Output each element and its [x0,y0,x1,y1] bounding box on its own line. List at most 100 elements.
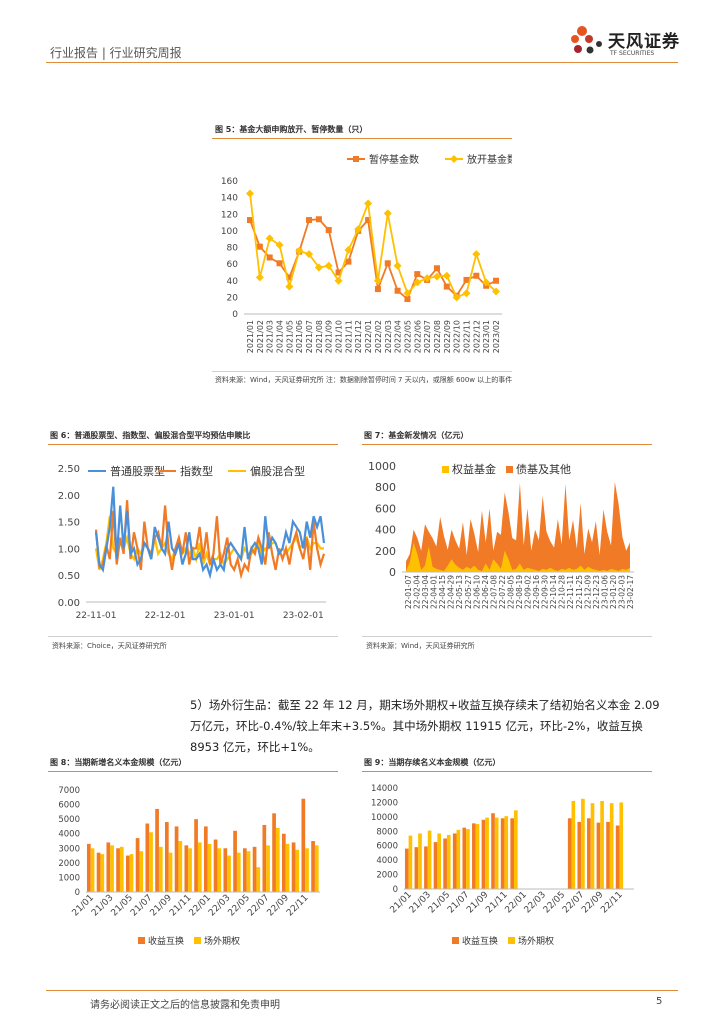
bar-otc-option [178,841,183,892]
x-tick-label: 23-01-06 [600,575,609,609]
point-open [324,261,333,270]
x-tick-label: 2022/11 [462,320,471,353]
bar-return-swap [272,813,276,892]
point-open [393,261,402,270]
x-tick-label: 2021/05 [285,320,294,353]
bar-otc-option [418,833,422,889]
point-paused [325,227,332,234]
page-number: 5 [656,996,663,1007]
bar-otc-option [408,835,413,889]
point-open [364,199,373,208]
x-tick-label: 2022/10 [453,320,462,353]
point-paused [276,260,283,267]
x-tick-label: 22-04-29 [447,575,456,609]
point-open [383,209,392,218]
bar-return-swap [404,848,409,889]
x-tick-label: 2022/07 [423,320,432,353]
brand-name: 天风证券 [608,32,680,52]
bar-return-swap [491,813,495,889]
fig8-title: 图 8：当期新增名义本金规模（亿元） [50,758,187,767]
bar-otc-option [207,843,212,892]
point-open [314,263,323,272]
bar-return-swap [145,823,150,892]
point-paused [256,243,263,250]
fig8-title-rule [48,771,338,772]
bar-return-swap [233,830,237,892]
bar-otc-option [295,849,300,892]
bar-otc-option [285,843,290,892]
point-paused [247,217,253,224]
point-open [285,282,294,291]
legend-label: 偏股混合型 [250,464,305,478]
point-open [295,246,304,255]
y-tick-label: 200 [375,545,396,558]
x-tick-label: 2021/09 [325,320,334,353]
point-paused [286,274,293,281]
point-open [472,250,481,259]
bar-return-swap [96,852,101,892]
point-paused [335,269,342,276]
bar-otc-option [571,800,576,889]
bar-otc-option [266,845,270,892]
point-paused [384,260,391,267]
bar-otc-option [158,846,163,892]
brand-subtitle: TF SECURITIES [610,50,655,57]
bar-return-swap [116,848,120,892]
legend-marker [353,156,359,162]
bar-otc-option [139,851,144,892]
bar-otc-option [119,846,124,892]
x-tick-label: 2022/03 [384,320,393,353]
fig9-title-rule [362,771,652,772]
tf-securities-logo [571,26,602,54]
x-tick-label: 2022/06 [413,320,422,353]
y-tick-label: 8000 [376,827,398,837]
bar-return-swap [291,842,296,892]
x-tick-label: 22-07-08 [489,575,498,609]
bar-otc-option [217,848,222,892]
x-tick-label: 2022/01 [364,320,373,353]
x-tick-label: 2021/06 [295,320,304,353]
x-tick-label: 22/11 [285,893,310,918]
x-tick-label: 22-12-23 [592,575,601,609]
series-line [94,500,326,580]
bar-return-swap [577,821,582,889]
y-tick-label: 10000 [371,813,398,823]
fig6-source: 资料来源：Choice，天风证券研究所 [52,642,167,650]
y-tick-label: 120 [221,210,238,220]
bar-return-swap [615,825,620,889]
x-tick-label: 23-02-03 [617,575,626,609]
point-paused [345,258,352,265]
x-tick-label: 2021/11 [344,320,353,353]
x-tick-label: 23-01-01 [214,611,255,621]
legend-label: 指数型 [180,464,213,478]
bar-return-swap [414,847,419,889]
legend-swatch [442,466,449,473]
bar-otc-option [129,854,134,892]
y-tick-label: 2000 [58,859,80,869]
x-tick-label: 2021/03 [266,320,275,353]
bar-otc-option [149,832,153,892]
bar-otc-option [275,827,280,892]
x-tick-label: 22-12-01 [145,611,186,621]
fig6-chart: 0.00 0.50 1.00 1.50 2.00 2.50 22-11-01 22-12-01… [58,464,326,621]
legend-label: 放开基金数 [467,153,512,166]
point-open [265,234,274,243]
y-tick-label: 160 [221,177,238,187]
x-tick-label: 22-12-09 [583,575,592,609]
bar-return-swap [203,826,208,892]
y-tick-label: 4000 [58,830,80,840]
fig6-title: 图 6：普通股票型、指数型、偏股混合型平均预估申赎比 [50,431,251,440]
x-tick-label: 22/11 [599,890,624,915]
y-tick-label: 600 [375,502,396,515]
bar-otc-option [110,845,114,892]
x-tick-label: 2023/02 [492,320,501,353]
bar-otc-option [456,829,461,889]
point-open [462,289,471,298]
x-tick-label: 2021/07 [305,320,314,353]
point-open [334,276,343,285]
fig9-title: 图 9：当期存续名义本金规模（亿元） [364,758,501,767]
bar-return-swap [510,818,515,889]
bar-return-swap [433,842,438,889]
y-tick-label: 0 [393,885,398,895]
